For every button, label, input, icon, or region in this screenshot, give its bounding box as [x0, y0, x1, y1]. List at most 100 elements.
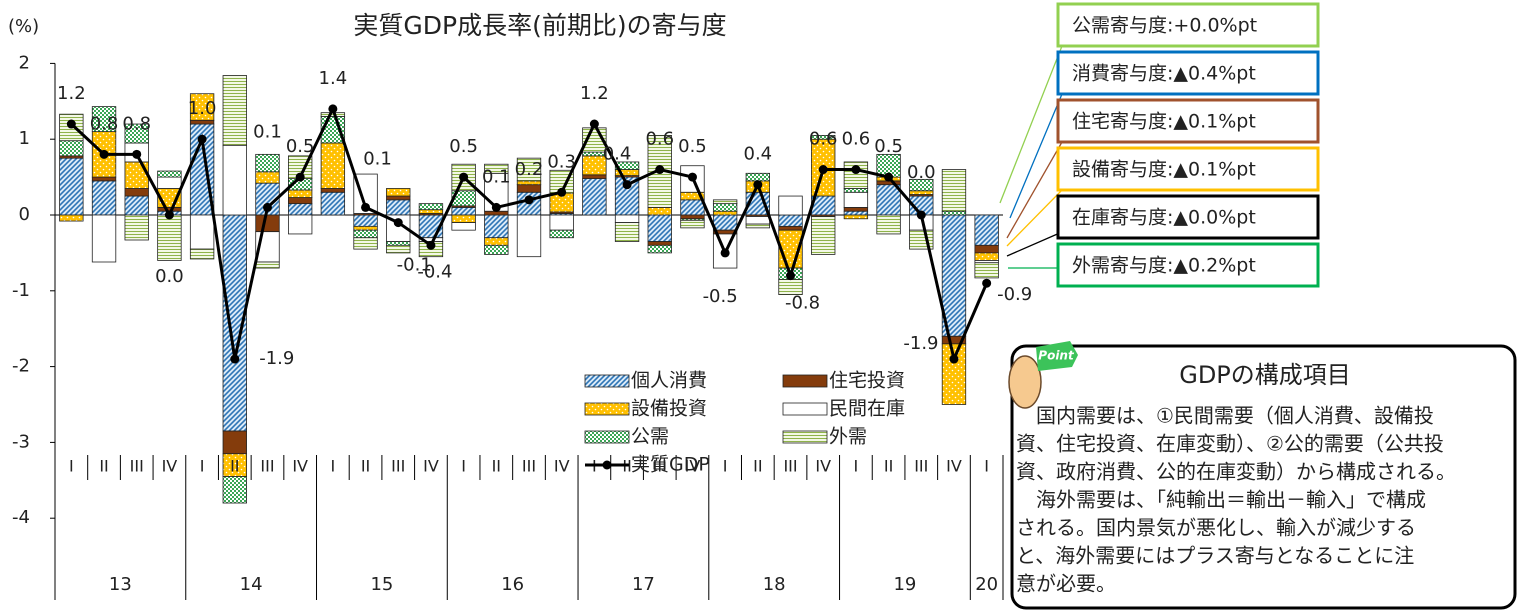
bar-segment [124, 195, 149, 216]
x-tick-label: I [331, 457, 336, 476]
legend-swatch [584, 430, 630, 444]
bar-segment [909, 178, 934, 192]
bar-segment [647, 207, 672, 216]
year-label: 15 [370, 574, 393, 595]
gdp-label: 1.4 [319, 68, 348, 89]
arrow [1006, 231, 1063, 257]
gdp-marker [557, 187, 567, 197]
bar-segment [353, 225, 378, 231]
gdp-marker [132, 149, 142, 159]
point-badge-shape [1036, 341, 1078, 371]
x-tick-label: I [461, 457, 466, 476]
bar-segment [288, 203, 313, 216]
bar-segment [843, 191, 869, 208]
bar-segment [843, 188, 869, 193]
bar-segment [582, 174, 607, 180]
bar-segment [778, 195, 803, 216]
callout-box [1056, 194, 1320, 240]
x-tick-label: I [984, 457, 989, 476]
gdp-marker [818, 165, 828, 175]
x-tick-label: II [884, 457, 893, 476]
point-text: と、海外需要にはプラス寄与となることに注 [1016, 544, 1414, 568]
bar-segment [484, 163, 509, 174]
gdp-marker [622, 180, 632, 190]
hand-icon [1008, 355, 1042, 409]
x-tick-label: IV [815, 457, 831, 476]
bar-segment [745, 172, 770, 182]
gdp-marker [99, 149, 109, 159]
bar-segment [189, 93, 215, 121]
bar-segment [647, 241, 672, 246]
callout-text: 住宅寄与度:▲0.1%pt [1072, 111, 1256, 133]
gdp-marker [687, 172, 697, 182]
year-label: 13 [109, 574, 132, 595]
bar-segment [516, 214, 542, 258]
bar-segment [124, 123, 149, 144]
callout-text: 公需寄与度:+0.0%pt [1072, 15, 1257, 37]
y-axis-label: (%) [8, 16, 39, 37]
gdp-label: -0.5 [703, 286, 738, 307]
bar-segment [778, 225, 803, 231]
year-label: 16 [501, 574, 524, 595]
x-tick-label: I [854, 457, 859, 476]
bar-segment [255, 214, 280, 233]
callout-box [1056, 98, 1320, 144]
gdp-label: 1.2 [580, 83, 609, 104]
x-tick-label: III [391, 457, 405, 476]
point-badge: Point [1038, 349, 1075, 363]
gdp-label: -0.1 [397, 255, 432, 276]
bar-segment [353, 173, 378, 214]
bar-segment [386, 188, 411, 197]
x-tick-label: IV [946, 457, 962, 476]
bar-segment [876, 214, 901, 235]
bar-segment [843, 210, 869, 216]
bar-segment [451, 214, 476, 223]
y-tick-label: -3 [12, 431, 30, 452]
legend-label: 設備投資 [631, 398, 707, 420]
callout-box [1056, 146, 1320, 192]
gdp-marker [328, 104, 338, 114]
year-label: 20 [975, 574, 998, 595]
point-text: される。国内景気が悪化し、輸入が減少する [1016, 516, 1416, 540]
x-tick-label: II [492, 457, 501, 476]
gdp-label: 0.2 [515, 159, 544, 180]
legend-label: 民間在庫 [829, 398, 905, 420]
gdp-marker [949, 354, 959, 364]
gdp-label: 0.1 [253, 121, 282, 142]
gdp-label: 0.4 [744, 144, 773, 165]
gdp-label: 1.2 [57, 83, 86, 104]
bar-segment [451, 207, 476, 216]
gdp-marker [459, 172, 469, 182]
bar-segment [549, 214, 574, 231]
gdp-marker [230, 354, 240, 364]
bar-segment [712, 210, 738, 216]
bar-segment [91, 214, 117, 263]
bar-segment [974, 214, 999, 246]
x-tick-label: I [723, 457, 728, 476]
bar-segment [712, 214, 738, 231]
x-tick-label: I [69, 457, 74, 476]
x-tick-label: III [260, 457, 274, 476]
bar-segment [255, 171, 280, 184]
bar-segment [222, 144, 247, 216]
bar-segment [320, 191, 346, 216]
year-label: 19 [893, 574, 916, 595]
bar-segment [582, 178, 607, 216]
x-tick-label: IV [685, 457, 701, 476]
gdp-marker [393, 218, 403, 228]
gdp-marker [524, 195, 534, 205]
bar-segment [484, 237, 509, 246]
gdp-marker [491, 202, 501, 212]
callout-box [1056, 50, 1320, 96]
bar-segment [516, 157, 542, 182]
legend-swatch [782, 402, 828, 416]
x-tick-label: II [99, 457, 108, 476]
bar-segment [386, 241, 411, 246]
legend-label: 実質GDP [631, 454, 710, 476]
bar-segment [974, 252, 999, 261]
legend-label: 外需 [829, 426, 867, 448]
chart-title: 実質GDP成長率(前期比)の寄与度 [353, 11, 726, 40]
bar-segment [614, 222, 640, 242]
bar-segment [157, 214, 182, 261]
year-label: 14 [240, 574, 263, 595]
